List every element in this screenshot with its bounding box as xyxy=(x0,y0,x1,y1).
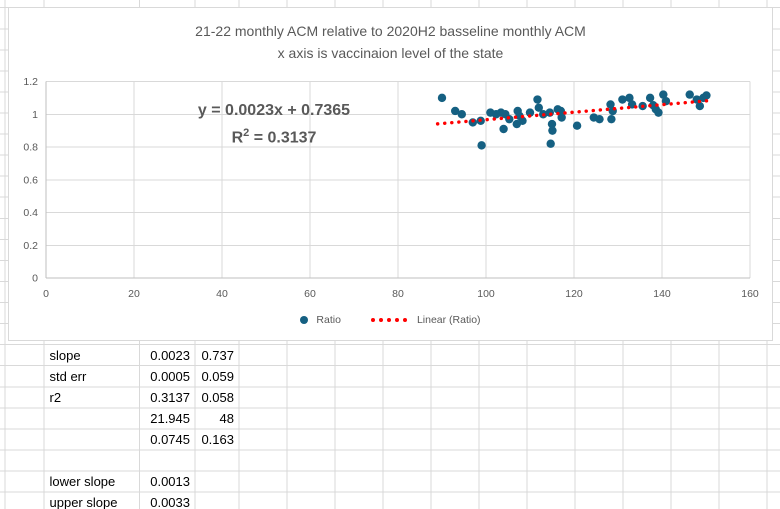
trendline-equation[interactable]: y = 0.0023x + 0.7365 R2 = 0.3137 xyxy=(159,99,389,149)
cell-value-1[interactable]: 0.0745 xyxy=(150,431,190,447)
cell-label[interactable] xyxy=(45,429,140,450)
legend-label-linear[interactable]: Linear (Ratio) xyxy=(416,314,481,326)
scatter-point[interactable] xyxy=(534,103,543,112)
x-tick-label: 140 xyxy=(653,288,671,300)
scatter-point[interactable] xyxy=(548,126,557,135)
cell-value-2[interactable]: 0.737 xyxy=(201,347,234,363)
scatter-point[interactable] xyxy=(533,95,542,104)
cell-value-2[interactable]: 0.058 xyxy=(201,389,234,405)
x-tick-label: 40 xyxy=(216,288,228,300)
chart[interactable]: 0 0.2 0.4 0.6 0.8 1 1.2 0 20 40 60 80 100 120 140 160 2… xyxy=(8,7,773,341)
cell-label[interactable]: r2 xyxy=(49,389,62,405)
table-row: 21.945 48 xyxy=(0,408,780,429)
trendline-marker-icon[interactable] xyxy=(370,318,407,322)
scatter-point[interactable] xyxy=(607,114,616,124)
scatter-point[interactable] xyxy=(457,110,466,119)
x-tick-label: 80 xyxy=(392,288,404,300)
scatter-point[interactable] xyxy=(659,90,668,99)
x-tick-label: 160 xyxy=(741,288,759,300)
scatter-point[interactable] xyxy=(618,95,627,104)
chart-title-line2: x axis is vaccinaion level of the state xyxy=(277,45,504,61)
x-tick-label: 60 xyxy=(304,288,316,300)
y-tick-label: 0.8 xyxy=(23,142,38,154)
r-squared-line: R2 = 0.3137 xyxy=(231,127,317,147)
cell-value-2[interactable] xyxy=(195,492,239,509)
equation-line: y = 0.0023x + 0.7365 xyxy=(197,102,351,119)
scatter-point[interactable] xyxy=(525,108,535,117)
x-tick-label: 100 xyxy=(477,288,495,300)
scatter-point[interactable] xyxy=(546,139,555,148)
cell-label[interactable]: upper slope xyxy=(49,495,118,509)
table-row: r2 0.3137 0.058 xyxy=(0,387,780,408)
cell-value-2[interactable]: 0.163 xyxy=(201,431,234,447)
scatter-point[interactable] xyxy=(499,124,508,134)
cell-label[interactable]: slope xyxy=(49,347,81,363)
cell-value-2[interactable]: 0.059 xyxy=(201,368,234,384)
chart-title: 21-22 monthly ACM relative to 2020H2 bas… xyxy=(9,20,772,64)
table-row xyxy=(0,450,780,471)
cell-label[interactable] xyxy=(45,450,140,471)
scatter-point[interactable] xyxy=(695,101,705,111)
scatter-point[interactable] xyxy=(557,113,566,122)
scatter-point[interactable] xyxy=(547,119,557,129)
cell-value-1[interactable]: 0.0023 xyxy=(150,347,190,363)
cell-value-1[interactable]: 0.0033 xyxy=(150,495,190,509)
superscript-2: 2 xyxy=(243,127,250,139)
cell-value-1[interactable]: 0.3137 xyxy=(150,389,190,405)
y-tick-label: 0.2 xyxy=(23,240,38,252)
x-tick-label: 120 xyxy=(565,288,583,300)
cell-value-1[interactable]: 21.945 xyxy=(150,410,190,426)
table-row: std err 0.0005 0.059 xyxy=(0,366,780,387)
scatter-point[interactable] xyxy=(477,141,486,150)
chart-plot-area: 0 0.2 0.4 0.6 0.8 1 1.2 0 20 40 60 80 100 120 140 160 xyxy=(23,76,759,300)
chart-title-line1: 21-22 monthly ACM relative to 2020H2 bas… xyxy=(195,23,586,39)
cell-label[interactable] xyxy=(45,408,140,429)
scatter-point[interactable] xyxy=(595,114,604,124)
cell-value-2[interactable] xyxy=(195,471,239,492)
cell-value-2[interactable] xyxy=(195,450,239,471)
cell-value-2[interactable]: 48 xyxy=(219,410,234,426)
scatter-point[interactable] xyxy=(518,116,527,126)
cell-label[interactable]: lower slope xyxy=(49,474,116,490)
table-row: slope 0.0023 0.737 xyxy=(0,345,780,366)
y-tick-label: 0.6 xyxy=(23,174,38,186)
cell-value-1[interactable] xyxy=(140,450,196,471)
y-tick-label: 1.2 xyxy=(23,76,38,88)
scatter-point[interactable] xyxy=(654,108,663,117)
ratio-series-marker-icon[interactable] xyxy=(300,316,309,324)
y-tick-label: 0 xyxy=(32,273,38,285)
scatter-point[interactable] xyxy=(437,93,447,103)
x-tick-label: 20 xyxy=(128,288,140,300)
y-tick-label: 1 xyxy=(32,109,38,121)
table-row: 0.0745 0.163 xyxy=(0,429,780,450)
legend-label-ratio[interactable]: Ratio xyxy=(316,314,341,326)
scatter-point[interactable] xyxy=(702,91,711,100)
scatter-point[interactable] xyxy=(451,106,460,116)
cell-value-1[interactable]: 0.0013 xyxy=(150,474,190,490)
cell-label[interactable]: std err xyxy=(49,368,87,384)
scatter-point[interactable] xyxy=(625,93,634,103)
table-row: lower slope 0.0013 xyxy=(0,471,780,492)
scatter-point[interactable] xyxy=(685,90,694,99)
scatter-point[interactable] xyxy=(572,121,582,130)
x-tick-label: 0 xyxy=(43,288,49,300)
y-tick-label: 0.4 xyxy=(23,207,38,219)
chart-legend: Ratio Linear (Ratio) xyxy=(9,314,772,326)
scatter-point[interactable] xyxy=(606,100,615,109)
trendline[interactable] xyxy=(435,98,715,126)
cell-value-1[interactable]: 0.0005 xyxy=(150,368,190,384)
table-row: upper slope 0.0033 xyxy=(0,492,780,509)
scatter-point[interactable] xyxy=(645,93,655,103)
